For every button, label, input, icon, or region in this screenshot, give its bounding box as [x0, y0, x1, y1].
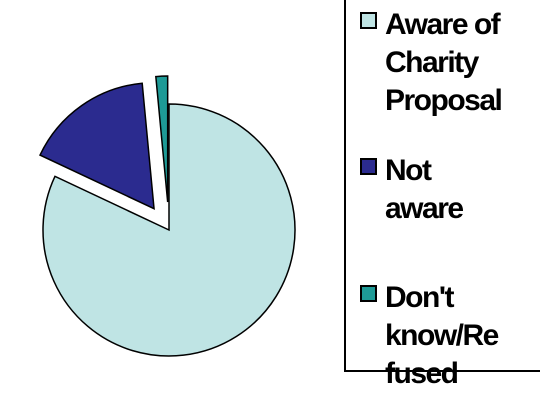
legend-label-dont-know: Don't know/Re fused	[385, 281, 499, 390]
pie-slice-aware	[42, 103, 296, 357]
pie-chart	[39, 75, 296, 357]
legend-swatch-not-aware	[360, 158, 377, 175]
legend-swatch-dont-know	[360, 285, 377, 302]
legend-item-dont-know: Don't know/Re fused	[360, 279, 535, 393]
legend-item-aware: Aware of Charity Proposal	[360, 6, 535, 120]
legend-swatch-aware	[360, 12, 377, 29]
legend-label-aware: Aware of Charity Proposal	[385, 8, 503, 117]
legend-item-not-aware: Not aware	[360, 152, 535, 228]
legend-label-not-aware: Not aware	[385, 154, 464, 225]
pie-slice-dont-know	[155, 75, 169, 203]
legend: Aware of Charity Proposal Not aware Don'…	[344, 0, 540, 390]
pie-slice-not-aware	[39, 82, 155, 210]
